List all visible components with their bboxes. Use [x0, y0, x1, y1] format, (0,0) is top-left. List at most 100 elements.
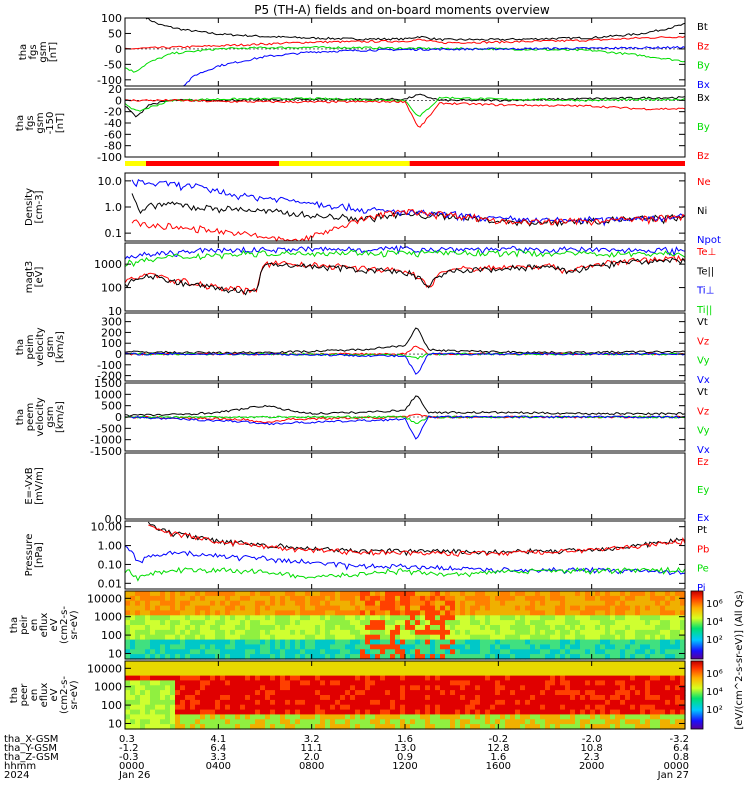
spectrogram-cell: [165, 625, 171, 631]
spectrogram-cell: [585, 615, 591, 621]
spectrogram-cell: [600, 649, 606, 655]
spectrogram-cell: [295, 714, 301, 720]
spectrogram-cell: [160, 615, 166, 621]
spectrogram-cell: [545, 685, 551, 691]
spectrogram-cell: [340, 625, 346, 631]
spectrogram-cell: [620, 600, 626, 607]
spectrogram-cell: [345, 610, 351, 616]
spectrogram-cell: [280, 629, 286, 636]
spectrogram-cell: [295, 695, 301, 701]
spectrogram-cell: [540, 695, 546, 701]
spectrogram-cell: [525, 680, 531, 686]
spectrogram-cell: [305, 665, 311, 672]
spectrogram-cell: [205, 591, 211, 597]
spectrogram-cell: [495, 665, 501, 672]
spectrogram-cell: [165, 620, 171, 626]
spectrogram-cell: [515, 615, 521, 621]
spectrogram-cell: [600, 704, 606, 711]
spectrogram-cell: [555, 665, 561, 672]
spectrogram-cell: [260, 634, 266, 641]
spectrogram-cell: [460, 680, 466, 686]
spectrogram-cell: [600, 629, 606, 636]
spectrogram-cell: [570, 600, 576, 607]
spectrogram-cell: [300, 615, 306, 621]
spectrogram-cell: [295, 661, 301, 667]
spectrogram-cell: [605, 704, 611, 711]
spectrogram-cell: [165, 675, 171, 682]
spectrogram-cell: [215, 595, 221, 602]
spectrogram-cell: [480, 644, 486, 650]
spectrogram-cell: [315, 605, 321, 612]
spectrogram-cell: [600, 600, 606, 607]
spectrogram-cell: [635, 670, 641, 677]
spectrogram-cell: [535, 690, 541, 696]
spectrogram-cell: [295, 654, 301, 660]
spectrogram-cell: [505, 661, 511, 667]
spectrogram-cell: [245, 699, 251, 706]
spectrogram-cell: [215, 670, 221, 677]
spectrogram-cell: [485, 605, 491, 612]
spectrogram-cell: [425, 685, 431, 691]
spectrogram-cell: [260, 665, 266, 672]
spectrogram-cell: [420, 639, 426, 646]
spectrogram-cell: [255, 654, 261, 660]
spectrogram-cell: [320, 634, 326, 641]
spectrogram-cell: [420, 625, 426, 631]
spectrogram-cell: [415, 685, 421, 691]
legend-entry: By: [697, 122, 710, 133]
spectrogram-cell: [265, 665, 271, 672]
spectrogram-cell: [655, 699, 661, 706]
spectrogram-cell: [640, 670, 646, 677]
colorbar-strip: [690, 590, 704, 660]
spectrogram-cell: [645, 709, 651, 716]
spectrogram-cell: [545, 699, 551, 706]
spectrogram-cell: [375, 685, 381, 691]
spectrogram-cell: [360, 709, 366, 716]
spectrogram-cell: [130, 675, 136, 682]
spectrogram-cell: [595, 620, 601, 626]
spectrogram-cell: [380, 629, 386, 636]
spectrogram-cell: [155, 610, 161, 616]
spectrogram-cell: [345, 699, 351, 706]
spectrogram-cell: [450, 649, 456, 655]
spectrogram-cell: [330, 675, 336, 682]
spectrogram-cell: [575, 595, 581, 602]
spectrogram-cell: [435, 724, 441, 730]
spectrogram-cell: [625, 625, 631, 631]
spectrogram-cell: [500, 620, 506, 626]
spectrogram-cell: [480, 685, 486, 691]
spectrogram-cell: [255, 690, 261, 696]
spectrogram-cell: [490, 610, 496, 616]
spectrogram-cell: [445, 620, 451, 626]
spectrogram-cell: [615, 724, 621, 730]
spectrogram-cell: [335, 680, 341, 686]
spectrogram-cell: [385, 634, 391, 641]
spectrogram-cell: [135, 709, 141, 716]
spectrogram-cell: [435, 690, 441, 696]
spectrogram-cell: [395, 719, 401, 725]
spectrogram-cell: [240, 699, 246, 706]
spectrogram-cell: [380, 661, 386, 667]
spectrogram-cell: [620, 649, 626, 655]
spectrogram-cell: [570, 629, 576, 636]
spectrogram-cell: [200, 699, 206, 706]
spectrogram-cell: [420, 714, 426, 720]
spectrogram-cell: [300, 661, 306, 667]
spectrogram-cell: [320, 600, 326, 607]
spectrogram-cell: [440, 649, 446, 655]
spectrogram-cell: [375, 634, 381, 641]
spectrogram-cell: [260, 615, 266, 621]
spectrogram-cell: [505, 685, 511, 691]
spectrogram-cell: [300, 704, 306, 711]
spectrogram-cell: [670, 699, 676, 706]
spectrogram-cell: [225, 695, 231, 701]
spectrogram-cell: [230, 634, 236, 641]
spectrogram-cell: [235, 699, 241, 706]
spectrogram-cell: [125, 695, 131, 701]
spectrogram-cell: [345, 685, 351, 691]
spectrogram-cell: [455, 605, 461, 612]
spectrogram-cell: [370, 605, 376, 612]
spectrogram-cell: [415, 591, 421, 597]
spectrogram-cell: [500, 629, 506, 636]
spectrogram-cell: [125, 591, 131, 597]
